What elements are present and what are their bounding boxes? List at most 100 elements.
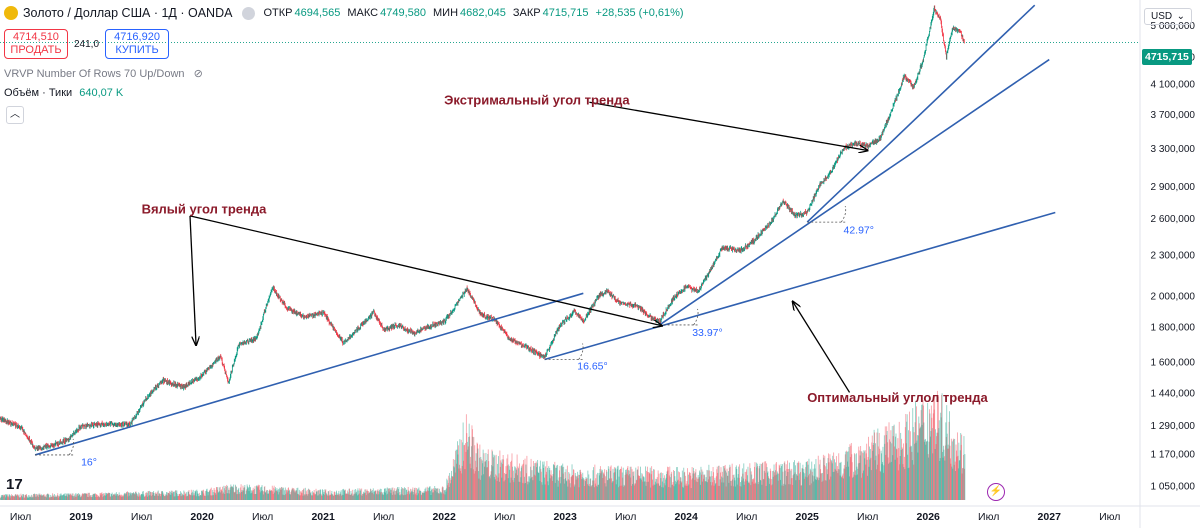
volume-bar [760,479,761,500]
volume-bar [58,497,60,500]
volume-bar [424,492,425,500]
tradingview-logo[interactable]: 17 [6,476,23,493]
volume-bar [671,471,673,500]
volume-bar [130,493,132,500]
volume-bar [449,477,451,500]
volume-bar [794,472,796,500]
volume-bar [810,483,812,500]
volume-bar [86,493,88,500]
volume-bar [557,486,559,500]
vrvp-indicator[interactable]: VRVP Number Of Rows 70 Up/Down ⊘ [4,67,203,80]
volume-bar [429,486,431,500]
volume-bar [451,476,453,500]
volume-bar [29,496,31,500]
volume-bar [854,454,856,500]
volume-bar [779,467,781,500]
volume-bar [218,491,220,500]
volume-bar [393,490,395,500]
volume-bar [161,491,163,500]
volume-bar [909,431,911,500]
volume-bar [821,472,823,500]
volume-bar [500,460,502,500]
volume-bar [147,496,148,500]
volume-bar [58,495,60,500]
eye-off-icon[interactable]: ⊘ [193,68,203,80]
gold-symbol-icon [4,6,18,20]
volume-bar [848,446,850,500]
volume-bar [303,489,304,500]
volume-indicator[interactable]: Объём · Тики 640,07 K [4,87,123,99]
volume-bar [916,406,917,500]
volume-bar [817,455,819,500]
currency-selector[interactable]: USD ⌄ [1144,8,1192,25]
volume-bar [330,495,331,500]
volume-bar [801,485,802,500]
volume-bar [288,487,290,500]
sell-button[interactable]: 4714,510 ПРОДАТЬ [4,29,68,59]
volume-bar [926,440,928,500]
hide-icon[interactable] [242,6,256,20]
volume-bar [374,490,376,500]
volume-bar [462,422,464,500]
volume-bar [799,462,801,500]
volume-bar [176,496,178,500]
volume-bar [166,492,168,500]
volume-bar [589,486,591,500]
volume-bar [62,494,64,500]
volume-bar [485,460,487,500]
volume-bar [106,492,108,500]
volume-bar [809,468,811,500]
volume-bar [933,409,935,500]
volume-bar [835,469,837,500]
volume-bar [477,443,478,500]
volume-bar [440,492,442,500]
volume-bar [500,462,502,500]
volume-bar [525,483,526,500]
volume-bar [552,464,554,500]
volume-bar [919,428,921,500]
volume-bar [470,456,472,500]
volume-bar [837,473,839,500]
volume-bar [363,492,365,500]
volume-bar [387,488,389,500]
volume-bar [487,449,489,500]
volume-bar [707,470,709,500]
volume-bar [891,443,893,500]
lightning-icon[interactable]: ⚡ [987,483,1005,501]
volume-bar [657,483,659,500]
volume-bar [363,491,364,500]
volume-bar [329,490,331,500]
collapse-chevron-up-icon[interactable]: ︿ [6,106,24,124]
volume-bar [665,477,667,500]
volume-bar [726,468,728,500]
volume-bar [939,458,941,500]
volume-bar [417,493,419,500]
volume-bar [843,468,845,500]
volume-bar [945,436,947,500]
volume-bar [777,480,779,500]
volume-bar [48,497,50,500]
volume-bar [472,436,474,500]
volume-bar [165,494,167,500]
volume-bar [357,494,359,500]
volume-bar [122,495,124,500]
volume-bar [752,479,754,500]
volume-bar [5,497,7,500]
volume-bar [389,488,391,500]
volume-bar [112,496,114,500]
volume-bar [138,492,140,500]
volume-bar [99,497,101,500]
volume-bar [719,479,721,500]
volume-bar [714,477,716,500]
volume-bar [162,494,164,500]
buy-button[interactable]: 4716,920 КУПИТЬ [105,29,170,59]
volume-bar [196,491,198,500]
volume-bar [881,464,883,500]
symbol-title[interactable]: Золото / Доллар США · 1Д · OANDA [23,6,233,20]
volume-bar [289,494,291,500]
volume-bar [148,490,150,500]
volume-bar [797,462,799,500]
annotation-label: Вялый угол тренда [142,202,268,217]
volume-bar [624,485,626,500]
